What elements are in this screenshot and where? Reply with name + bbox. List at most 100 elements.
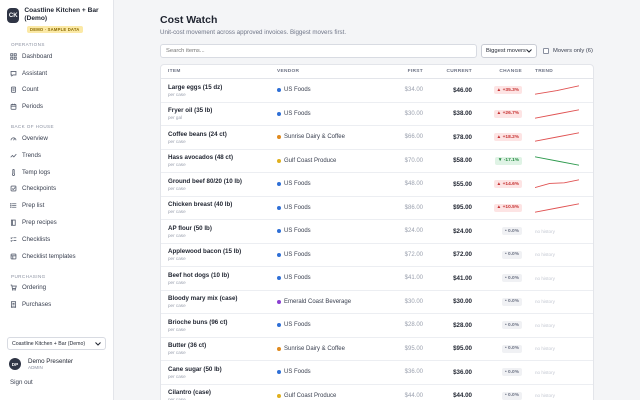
column-header-current[interactable]: CURRENT xyxy=(446,69,472,74)
vendor-cell: Emerald Coast Beverage xyxy=(277,299,378,305)
table-row[interactable]: Coffee beans (24 ct) per case Sunrise Dair… xyxy=(161,126,593,150)
current-cost: $58.00 xyxy=(453,157,472,165)
item-unit: per case xyxy=(168,232,186,238)
table-row[interactable]: Hass avocados (48 ct) per case Gulf Coast … xyxy=(161,150,593,173)
table-row[interactable]: Cane sugar (50 lb) per case US Foods $36.00… xyxy=(161,361,593,385)
page-title: Cost Watch xyxy=(160,14,218,26)
user-name: Demo Presenter xyxy=(28,358,74,365)
current-cost: $95.00 xyxy=(453,204,472,212)
change-badge: • 0.0% xyxy=(502,297,522,306)
sidebar-item-purchases[interactable]: Purchases xyxy=(0,296,113,313)
no-history-label: no history xyxy=(535,252,555,258)
table-row[interactable]: Brioche buns (96 ct) per case US Foods $28.… xyxy=(161,314,593,338)
sort-select[interactable]: Biggest movers xyxy=(481,44,537,58)
vendor-cell: US Foods xyxy=(277,205,378,211)
table-row[interactable]: Butter (36 ct) per case Sunrise Dairy & Co… xyxy=(161,338,593,361)
trend-cell: no history xyxy=(522,275,582,282)
no-history-label: no history xyxy=(535,346,555,352)
trend-sparkline xyxy=(535,109,579,119)
item-unit: per case xyxy=(168,162,186,168)
trend-line xyxy=(535,85,579,95)
current-cost: $36.00 xyxy=(453,368,472,376)
cost-table: ITEM VENDOR FIRST CURRENT CHANGE TREND L… xyxy=(160,64,594,400)
trend-cell xyxy=(522,177,582,191)
change-cell: ▲ +26.7% xyxy=(472,109,522,118)
trend-line xyxy=(535,156,579,166)
change-cell: • 0.0% xyxy=(472,297,522,306)
user-role: ADMIN xyxy=(28,365,43,370)
column-header-vendor[interactable]: VENDOR xyxy=(277,69,300,74)
sidebar-item-checklists[interactable]: Checklists xyxy=(0,231,113,248)
sidebar-item-temp-logs[interactable]: Temp logs xyxy=(0,164,113,181)
vendor-name: US Foods xyxy=(284,251,311,258)
sidebar-item-count[interactable]: Count xyxy=(0,82,113,99)
column-header-item[interactable]: ITEM xyxy=(168,69,181,74)
vendor-cell: US Foods xyxy=(277,111,378,117)
first-cost: $34.00 xyxy=(404,87,423,94)
no-history-label: no history xyxy=(535,228,555,234)
brand-logo: CK xyxy=(7,8,20,23)
change-badge: • 0.0% xyxy=(502,321,522,330)
vendor-name: US Foods xyxy=(284,369,311,376)
current-cost: $30.00 xyxy=(453,298,472,306)
trend-cell xyxy=(522,201,582,215)
change-cell: • 0.0% xyxy=(472,344,522,353)
location-select[interactable]: Coastline Kitchen + Bar (Demo) xyxy=(7,337,106,350)
sidebar-item-label: Ordering xyxy=(22,284,47,292)
sidebar-item-trends[interactable]: Trends xyxy=(0,147,113,164)
sidebar-item-label: Count xyxy=(22,86,39,94)
change-cell: ▲ +10.5% xyxy=(472,203,522,212)
sidebar-item-dashboard[interactable]: Dashboard xyxy=(0,48,113,65)
item-unit: per case xyxy=(168,326,186,332)
change-cell: ▲ +35.3% xyxy=(472,86,522,95)
movers-only-checkbox[interactable] xyxy=(543,48,549,54)
sidebar-item-label: Overview xyxy=(22,135,48,143)
item-unit: per case xyxy=(168,279,186,285)
item-unit: per case xyxy=(168,303,186,309)
no-history-label: no history xyxy=(535,275,555,281)
table-row[interactable]: Beef hot dogs (10 lb) per case US Foods $41… xyxy=(161,267,593,291)
vendor-dot xyxy=(277,205,281,210)
table-row[interactable]: AP flour (50 lb) per case US Foods $24.00 $2… xyxy=(161,220,593,244)
movers-only-toggle[interactable]: Movers only (6) xyxy=(543,48,593,54)
item-cell: Coffee beans (24 ct) per case xyxy=(161,131,277,144)
main-content: Cost Watch Unit-cost movement across app… xyxy=(114,0,640,400)
table-row[interactable]: Large eggs (15 dz) per case US Foods $34.00… xyxy=(161,79,593,103)
vendor-dot xyxy=(277,323,281,328)
sidebar-item-label: Checklist templates xyxy=(22,252,76,260)
sidebar-item-checklist-templates[interactable]: Checklist templates xyxy=(0,248,113,265)
table-row[interactable]: Bloody mary mix (case) per case Emerald Co… xyxy=(161,291,593,314)
sidebar-footer: Coastline Kitchen + Bar (Demo) DP Demo P… xyxy=(0,337,113,386)
sidebar-item-overview[interactable]: Overview xyxy=(0,130,113,147)
brand-name: Coastline Kitchen + Bar (Demo) xyxy=(24,7,99,22)
table-row[interactable]: Ground beef 80/20 (10 lb) per case US Food… xyxy=(161,173,593,197)
sidebar-item-prep-recipes[interactable]: Prep recipes xyxy=(0,214,113,231)
sidebar-item-label: Prep list xyxy=(22,202,45,210)
column-header-first[interactable]: FIRST xyxy=(407,69,423,74)
table-row[interactable]: Chicken breast (40 lb) per case US Foods $8… xyxy=(161,197,593,220)
sidebar-item-periods[interactable]: Periods xyxy=(0,98,113,115)
vendor-name: Gulf Coast Produce xyxy=(284,392,337,399)
sidebar-item-prep-list[interactable]: Prep list xyxy=(0,197,113,214)
sidebar-item-label: Checklists xyxy=(22,235,51,243)
change-badge: ▲ +35.3% xyxy=(493,86,522,95)
user-profile[interactable]: DP Demo Presenter ADMIN xyxy=(0,350,113,370)
sidebar-item-checkpoints[interactable]: Checkpoints xyxy=(0,181,113,198)
sidebar-item-assistant[interactable]: Assistant xyxy=(0,65,113,82)
vendor-cell: US Foods xyxy=(277,87,378,93)
clipboard-icon xyxy=(10,87,17,94)
table-row[interactable]: Applewood bacon (15 lb) per case US Foods $… xyxy=(161,244,593,267)
column-header-change[interactable]: CHANGE xyxy=(499,69,522,74)
table-row[interactable]: Fryer oil (35 lb) per gal US Foods $30.00 $3… xyxy=(161,103,593,126)
sign-out-link[interactable]: Sign out xyxy=(10,379,33,386)
table-row[interactable]: Cilantro (case) per case Gulf Coast Produc… xyxy=(161,385,593,400)
trend-cell: no history xyxy=(522,345,582,352)
current-cost: $72.00 xyxy=(453,251,472,259)
table-body: Large eggs (15 dz) per case US Foods $34.00… xyxy=(161,79,593,400)
brand[interactable]: CK Coastline Kitchen + Bar (Demo) xyxy=(0,0,113,23)
item-unit: per case xyxy=(168,185,186,191)
search-input[interactable] xyxy=(160,44,477,58)
sidebar-item-ordering[interactable]: Ordering xyxy=(0,280,113,297)
change-cell: • 0.0% xyxy=(472,321,522,330)
trend-cell xyxy=(522,130,582,144)
